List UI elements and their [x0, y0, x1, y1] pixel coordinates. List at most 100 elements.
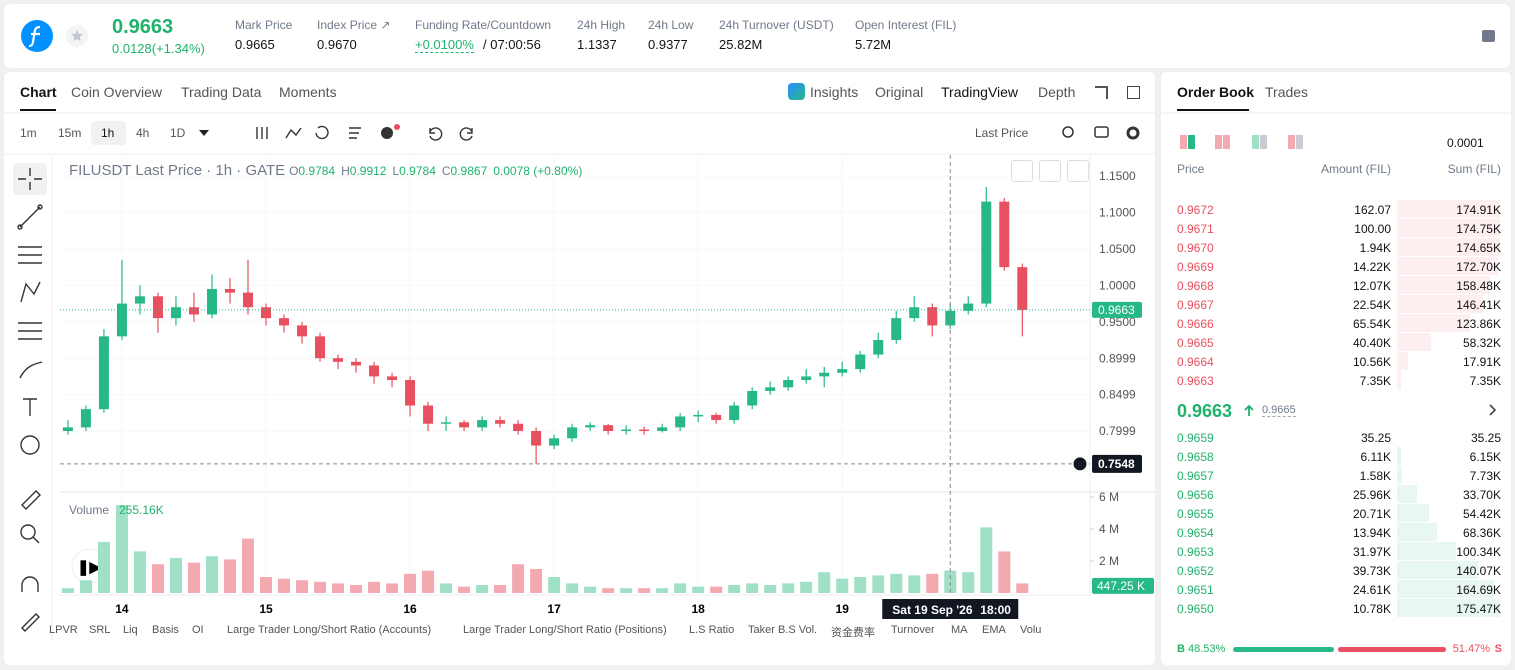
ob-price: 0.9669	[1177, 260, 1214, 274]
stat-label: Mark Price	[235, 18, 293, 32]
indicator-tab[interactable]: L.S Ratio	[689, 624, 735, 636]
stat-extra: / 07:00:56	[483, 37, 541, 52]
view-tab[interactable]: Original	[875, 84, 924, 100]
indicator-icon	[381, 127, 393, 139]
volume-bar	[332, 583, 345, 593]
interval[interactable]: 1D	[170, 126, 186, 140]
ob-sum: 7.73K	[1469, 469, 1501, 483]
candle-body	[981, 201, 992, 304]
ob-amount: 31.97K	[1352, 545, 1391, 559]
indicator-tab[interactable]: Taker B.S Vol.	[748, 624, 818, 636]
chart-button[interactable]	[1067, 160, 1089, 182]
volume-bar	[458, 586, 471, 593]
ob-amount: 65.54K	[1352, 317, 1391, 331]
indicator-tab[interactable]: EMA	[982, 624, 1006, 636]
stat-label: 24h Low	[648, 18, 694, 32]
depth-bar	[1397, 219, 1500, 237]
ob-price: 0.9650	[1177, 602, 1214, 616]
interval[interactable]: 1h	[101, 126, 115, 140]
candle-body	[891, 318, 902, 340]
ob-layout[interactable]	[1252, 135, 1259, 149]
active-tool[interactable]	[13, 163, 47, 195]
stat-label: 24h High	[577, 18, 626, 32]
candle-body	[603, 425, 614, 432]
volume-bar	[566, 583, 579, 593]
ob-amount: 22.54K	[1352, 298, 1391, 312]
legend-key: O	[289, 164, 299, 178]
indicator-tab[interactable]: Large Trader Long/Short Ratio (Accounts)	[227, 624, 432, 636]
ob-layout[interactable]	[1288, 135, 1295, 149]
ob-sum: 174.75K	[1456, 222, 1501, 236]
buy-bar	[1233, 647, 1335, 652]
ob-tab[interactable]: Order Book	[1177, 84, 1255, 100]
legend-value: 0.9867	[450, 164, 488, 178]
ob-amount: 1.58K	[1359, 469, 1391, 483]
chart-tab[interactable]: Coin Overview	[71, 84, 163, 100]
settings-icon[interactable]	[1482, 30, 1495, 42]
toolbar-icon	[429, 127, 443, 141]
indicator-tab[interactable]: 资金费率	[831, 627, 875, 639]
candle-body	[711, 414, 722, 421]
chart-tab[interactable]: Trading Data	[181, 84, 262, 100]
indicator-tab[interactable]: SRL	[89, 624, 111, 636]
ob-price: 0.9664	[1177, 355, 1214, 369]
y-tick-label: 1.0500	[1099, 242, 1136, 256]
view-tab[interactable]: Depth	[1038, 84, 1076, 100]
candle-body	[351, 361, 362, 366]
volume-bar	[296, 580, 309, 593]
view-tab[interactable]: Insights	[810, 84, 859, 100]
candle-body	[675, 416, 686, 428]
chart-tab[interactable]: Chart	[20, 84, 57, 100]
y-tick-label: 1.1500	[1099, 169, 1136, 183]
buy-label: 48.53%	[1188, 643, 1226, 655]
indicator-tab[interactable]: OI	[192, 624, 204, 636]
candle-body	[279, 318, 290, 326]
price-type[interactable]: Last Price	[975, 126, 1029, 140]
volume-bar	[61, 588, 74, 593]
ob-layout[interactable]	[1180, 135, 1187, 149]
tv-logo-mark: ❚▶	[77, 559, 103, 576]
y-tick-label: 0.9500	[1099, 315, 1136, 329]
volume-bar	[602, 588, 615, 593]
chart-tab[interactable]: Moments	[279, 84, 337, 100]
chart-button[interactable]	[1011, 160, 1033, 182]
ob-layout[interactable]	[1215, 135, 1222, 149]
view-tab[interactable]: TradingView	[941, 84, 1019, 100]
interval[interactable]: 4h	[136, 126, 150, 140]
indicator-tab[interactable]: Turnover	[891, 624, 935, 636]
ob-amount: 10.56K	[1352, 355, 1391, 369]
indicator-tab[interactable]: MA	[951, 624, 968, 636]
volume-bar	[260, 577, 272, 593]
candle-body	[62, 427, 73, 432]
chart-button[interactable]	[1039, 160, 1061, 182]
depth-bar	[1397, 352, 1408, 370]
ob-precision[interactable]: 0.0001	[1447, 136, 1484, 150]
ob-tab[interactable]: Trades	[1265, 84, 1309, 100]
indicator-tab[interactable]: Liq	[123, 624, 138, 636]
volume-bar	[620, 588, 633, 593]
ob-price: 0.9659	[1177, 431, 1214, 445]
ob-amount: 162.07	[1354, 203, 1391, 217]
volume-bar	[944, 570, 957, 593]
candle-body	[495, 420, 506, 424]
indicator-tab[interactable]: Volu	[1020, 624, 1042, 636]
x-tick-label: 17	[547, 602, 561, 616]
volume-bar	[674, 583, 687, 593]
ob-layout	[1296, 135, 1303, 149]
ob-sum: 68.36K	[1462, 526, 1501, 540]
indicator-tab[interactable]: Large Trader Long/Short Ratio (Positions…	[463, 624, 667, 636]
ob-sum: 175.47K	[1456, 602, 1501, 616]
indicator-tab[interactable]: Basis	[152, 624, 179, 636]
interval[interactable]: 15m	[58, 126, 82, 140]
volume-bar	[854, 577, 867, 593]
star-icon	[71, 30, 83, 42]
stat-value: 1.1337	[577, 37, 617, 52]
last-volume-tag	[1092, 577, 1154, 594]
crosshair-date-tag	[882, 599, 1019, 619]
search-icon	[1062, 126, 1074, 138]
indicator-tab[interactable]: LPVR	[49, 624, 78, 636]
interval[interactable]: 1m	[20, 126, 37, 140]
indicator-dot	[394, 124, 400, 130]
volume-bar	[926, 573, 939, 593]
